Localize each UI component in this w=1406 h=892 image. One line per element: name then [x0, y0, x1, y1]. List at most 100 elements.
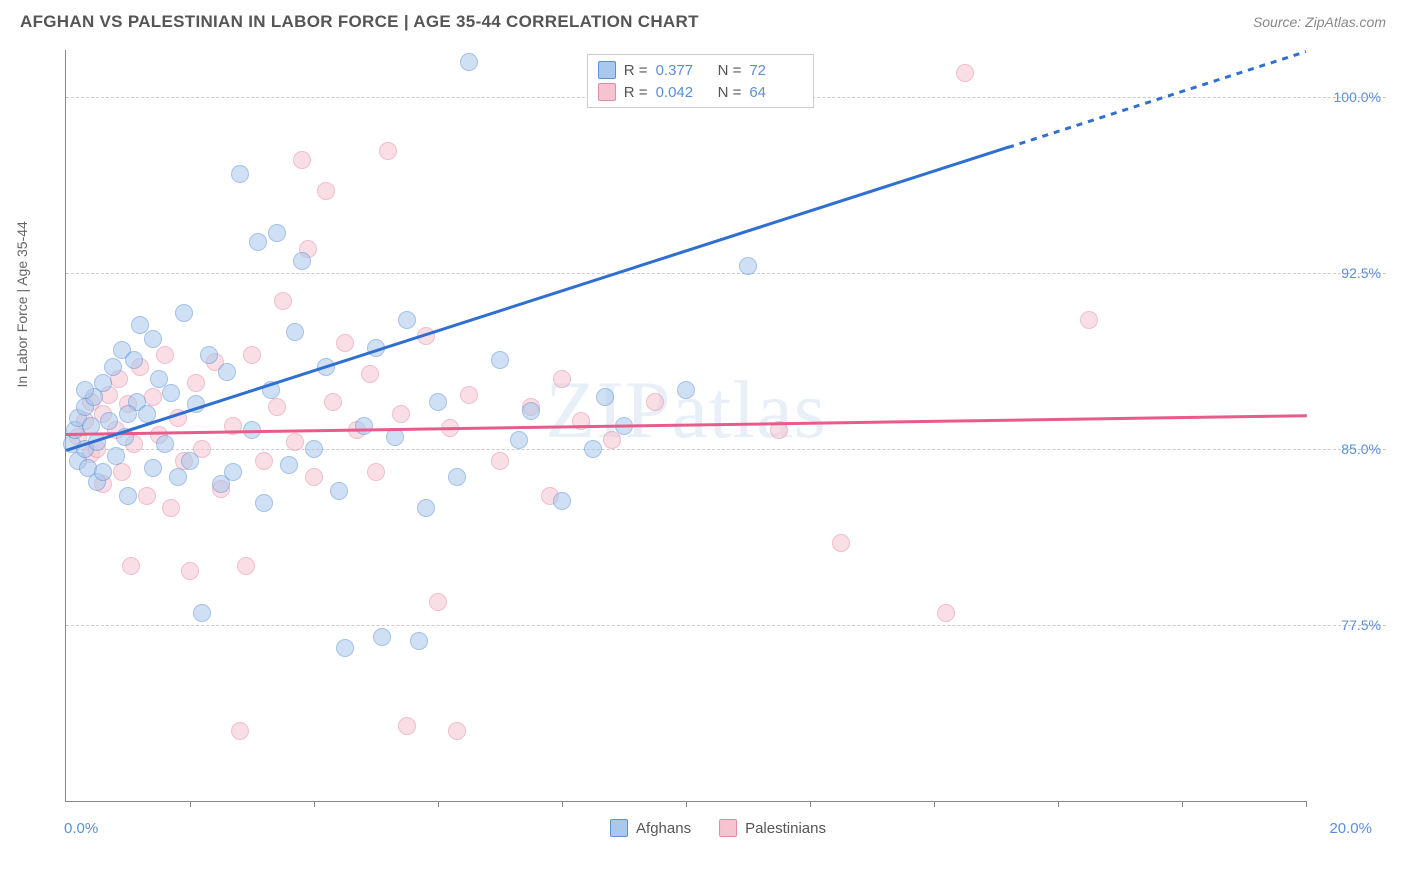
x-tick: [1182, 801, 1183, 807]
legend-swatch-b: [719, 819, 737, 837]
point-afghans: [355, 417, 373, 435]
point-afghans: [231, 165, 249, 183]
point-afghans: [107, 447, 125, 465]
point-afghans: [522, 402, 540, 420]
point-palestinians: [1080, 311, 1098, 329]
point-afghans: [739, 257, 757, 275]
n-value-a: 72: [749, 62, 803, 79]
point-palestinians: [144, 388, 162, 406]
point-palestinians: [181, 562, 199, 580]
point-palestinians: [336, 334, 354, 352]
x-tick: [190, 801, 191, 807]
point-palestinians: [398, 717, 416, 735]
x-tick: [934, 801, 935, 807]
x-tick: [810, 801, 811, 807]
point-palestinians: [361, 365, 379, 383]
point-afghans: [677, 381, 695, 399]
n-value-b: 64: [749, 84, 803, 101]
point-palestinians: [832, 534, 850, 552]
point-afghans: [218, 363, 236, 381]
point-afghans: [169, 468, 187, 486]
legend-label-a: Afghans: [636, 820, 691, 837]
point-afghans: [460, 53, 478, 71]
y-tick-label: 85.0%: [1341, 441, 1381, 457]
point-afghans: [330, 482, 348, 500]
point-afghans: [584, 440, 602, 458]
point-afghans: [119, 487, 137, 505]
y-tick-label: 100.0%: [1334, 89, 1381, 105]
point-palestinians: [237, 557, 255, 575]
point-palestinians: [268, 398, 286, 416]
point-palestinians: [317, 182, 335, 200]
point-afghans: [410, 632, 428, 650]
point-afghans: [255, 494, 273, 512]
point-palestinians: [603, 431, 621, 449]
r-value-b: 0.042: [656, 84, 710, 101]
x-tick: [562, 801, 563, 807]
y-tick-label: 77.5%: [1341, 617, 1381, 633]
point-afghans: [125, 351, 143, 369]
point-palestinians: [274, 292, 292, 310]
x-axis-min-label: 0.0%: [64, 820, 98, 837]
x-tick: [1058, 801, 1059, 807]
r-label: R =: [624, 84, 648, 101]
trend-line-afghans: [1008, 50, 1307, 148]
y-axis-title: In Labor Force | Age 35-44: [14, 221, 30, 387]
point-afghans: [144, 459, 162, 477]
n-label: N =: [718, 84, 742, 101]
point-afghans: [336, 639, 354, 657]
legend-swatch-a: [598, 61, 616, 79]
point-afghans: [448, 468, 466, 486]
point-palestinians: [553, 370, 571, 388]
point-palestinians: [231, 722, 249, 740]
point-afghans: [429, 393, 447, 411]
x-tick: [438, 801, 439, 807]
point-afghans: [156, 435, 174, 453]
grid-line: [66, 273, 1386, 274]
point-palestinians: [379, 142, 397, 160]
series-legend: Afghans Palestinians: [610, 819, 826, 837]
source-attribution: Source: ZipAtlas.com: [1253, 14, 1386, 30]
x-axis-max-label: 20.0%: [1329, 820, 1372, 837]
point-afghans: [144, 330, 162, 348]
point-palestinians: [138, 487, 156, 505]
point-afghans: [491, 351, 509, 369]
point-afghans: [249, 233, 267, 251]
point-afghans: [119, 405, 137, 423]
n-label: N =: [718, 62, 742, 79]
y-tick-label: 92.5%: [1341, 265, 1381, 281]
point-palestinians: [293, 151, 311, 169]
point-afghans: [293, 252, 311, 270]
point-afghans: [553, 492, 571, 510]
r-label: R =: [624, 62, 648, 79]
legend-item-afghans: Afghans: [610, 819, 691, 837]
point-afghans: [224, 463, 242, 481]
point-afghans: [373, 628, 391, 646]
chart-container: In Labor Force | Age 35-44 ZIPatlas R = …: [50, 50, 1386, 842]
chart-title: AFGHAN VS PALESTINIAN IN LABOR FORCE | A…: [20, 12, 699, 32]
point-afghans: [596, 388, 614, 406]
point-afghans: [162, 384, 180, 402]
point-palestinians: [937, 604, 955, 622]
point-afghans: [280, 456, 298, 474]
grid-line: [66, 449, 1386, 450]
point-palestinians: [305, 468, 323, 486]
point-palestinians: [156, 346, 174, 364]
point-palestinians: [162, 499, 180, 517]
point-palestinians: [324, 393, 342, 411]
point-afghans: [398, 311, 416, 329]
r-value-a: 0.377: [656, 62, 710, 79]
point-palestinians: [286, 433, 304, 451]
x-tick: [1306, 801, 1307, 807]
legend-row-palestinians: R = 0.042 N = 64: [598, 81, 804, 103]
point-afghans: [94, 463, 112, 481]
point-afghans: [200, 346, 218, 364]
point-palestinians: [646, 393, 664, 411]
correlation-legend: R = 0.377 N = 72 R = 0.042 N = 64: [587, 54, 815, 108]
point-afghans: [386, 428, 404, 446]
point-afghans: [181, 452, 199, 470]
legend-swatch-a: [610, 819, 628, 837]
point-afghans: [104, 358, 122, 376]
point-afghans: [268, 224, 286, 242]
point-afghans: [175, 304, 193, 322]
